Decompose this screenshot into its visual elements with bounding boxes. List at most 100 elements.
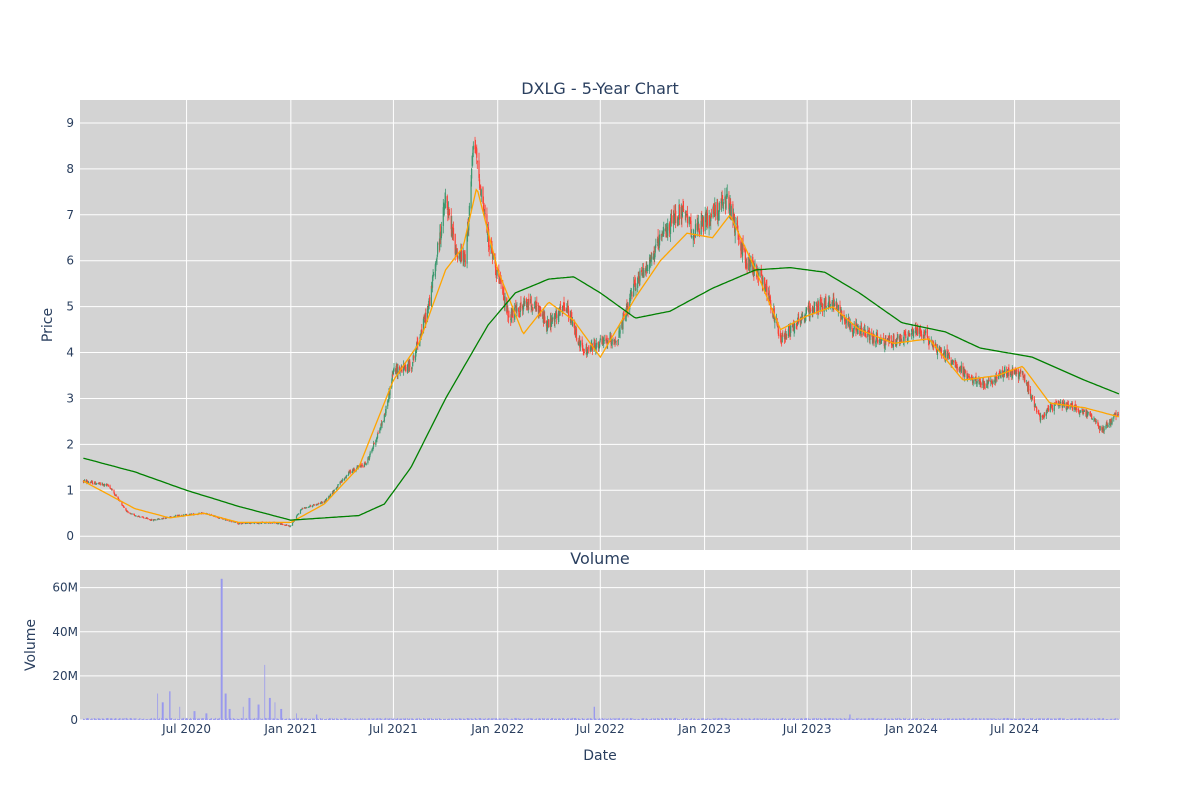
- volume-bar: [1003, 718, 1005, 720]
- volume-bar: [395, 718, 397, 720]
- price-candle: [554, 315, 556, 323]
- volume-bar: [211, 717, 212, 720]
- volume-bar: [1079, 718, 1081, 720]
- price-candle: [540, 310, 542, 317]
- volume-bar: [373, 718, 375, 720]
- price-candle: [159, 519, 161, 520]
- volume-bar: [475, 718, 476, 720]
- price-candle: [978, 378, 981, 384]
- price-candle: [984, 387, 986, 389]
- price-candle: [470, 181, 472, 209]
- price-candle: [638, 276, 640, 279]
- volume-bar: [125, 718, 127, 720]
- volume-bar: [736, 719, 738, 720]
- price-candle: [566, 309, 568, 311]
- price-candle: [661, 235, 663, 238]
- volume-bar: [860, 719, 862, 720]
- price-candle: [344, 477, 346, 480]
- volume-bar: [614, 719, 616, 720]
- volume-bar: [959, 718, 961, 720]
- volume-bar: [475, 719, 477, 720]
- volume-bar: [595, 719, 597, 720]
- volume-bar: [806, 718, 807, 720]
- volume-bar: [674, 718, 676, 720]
- volume-bar: [377, 718, 379, 720]
- volume-bar: [826, 718, 827, 720]
- volume-bar: [479, 717, 480, 720]
- volume-bar: [109, 718, 111, 720]
- sma-long-line: [83, 267, 1120, 521]
- volume-bar: [922, 718, 924, 720]
- price-y-tick-label: 8: [66, 162, 74, 176]
- price-candle: [488, 229, 490, 247]
- volume-bar: [1011, 718, 1013, 720]
- volume-bar: [336, 717, 338, 720]
- volume-bar: [920, 719, 922, 720]
- volume-bar: [384, 718, 386, 720]
- volume-bar: [512, 719, 513, 720]
- price-candle: [325, 498, 328, 501]
- volume-bar: [352, 718, 354, 720]
- volume-bar: [484, 718, 486, 720]
- volume-bar: [888, 719, 890, 720]
- volume-bar: [983, 719, 985, 720]
- volume-bar: [142, 719, 144, 720]
- price-candle: [257, 523, 260, 525]
- price-candle: [440, 236, 442, 240]
- volume-bar: [587, 718, 589, 720]
- price-candle: [597, 343, 599, 345]
- volume-bar: [944, 718, 946, 720]
- price-candle: [947, 354, 949, 359]
- volume-bar: [1054, 718, 1056, 720]
- price-candle: [673, 213, 675, 221]
- price-y-tick-label: 7: [66, 208, 74, 222]
- volume-bar: [602, 718, 603, 720]
- volume-bar: [665, 718, 666, 720]
- price-candle: [1047, 408, 1050, 411]
- volume-bar: [389, 718, 390, 720]
- volume-bar: [170, 718, 172, 720]
- volume-bar: [550, 718, 551, 720]
- price-candle: [800, 319, 802, 321]
- volume-bar: [892, 718, 894, 720]
- volume-bar: [555, 718, 556, 720]
- volume-bar: [952, 718, 954, 720]
- volume-bar: [734, 718, 736, 720]
- volume-bar: [828, 718, 830, 720]
- price-candle: [1099, 426, 1101, 431]
- volume-bar: [273, 718, 275, 720]
- volume-bar: [622, 718, 624, 720]
- price-candle: [595, 343, 597, 349]
- price-candle: [538, 309, 540, 315]
- price-candle: [341, 479, 344, 482]
- volume-bar: [829, 718, 831, 720]
- price-candle: [344, 477, 346, 479]
- volume-bar: [412, 718, 414, 720]
- volume-bar: [670, 717, 672, 720]
- volume-bar: [141, 719, 143, 720]
- volume-bar: [183, 717, 185, 720]
- price-candle: [1087, 412, 1089, 416]
- volume-bar: [429, 718, 431, 720]
- volume-bar: [635, 718, 637, 720]
- volume-y-tick-label: 0: [70, 713, 78, 727]
- volume-bar: [666, 718, 668, 720]
- price-candle: [690, 220, 692, 235]
- volume-bar: [816, 719, 818, 720]
- price-candle: [825, 297, 827, 308]
- price-candle: [805, 309, 807, 317]
- price-candle: [244, 523, 247, 525]
- volume-bar: [122, 719, 124, 720]
- volume-bar: [175, 719, 177, 720]
- price-candle: [520, 301, 522, 308]
- price-candle: [677, 219, 679, 225]
- volume-bar: [1043, 718, 1044, 720]
- volume-bar: [293, 718, 295, 720]
- volume-bar: [696, 718, 698, 720]
- volume-bar: [924, 719, 926, 720]
- volume-bar: [449, 718, 450, 720]
- volume-bar: [264, 664, 266, 720]
- volume-bar: [363, 718, 365, 720]
- volume-bar: [1064, 718, 1065, 720]
- volume-bar: [85, 718, 87, 720]
